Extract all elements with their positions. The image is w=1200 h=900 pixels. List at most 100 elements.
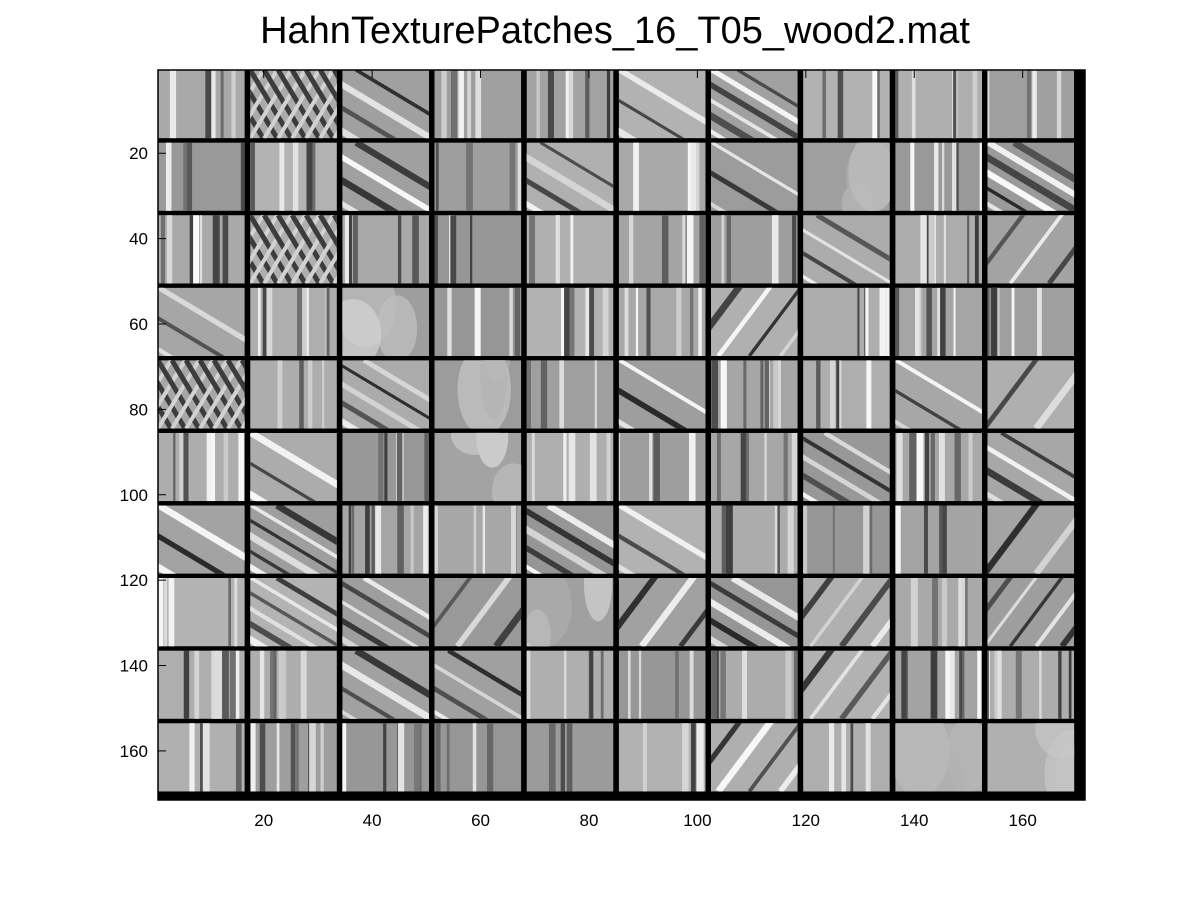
texture-patch [710,505,798,574]
x-tick-label: 80 [580,811,599,830]
texture-patch [710,650,798,719]
texture-patch [526,505,614,574]
texture-patch [895,142,983,211]
x-tick-label: 40 [363,811,382,830]
texture-patch [250,723,337,792]
texture-patch [618,215,706,284]
texture-patch [158,650,245,719]
texture-patch [250,70,337,139]
texture-patch [987,215,1075,284]
texture-patch [342,432,430,502]
texture-patch [803,360,890,429]
texture-patch [158,360,245,429]
texture-patch [895,578,982,647]
texture-patch [618,650,706,719]
texture-patch [158,70,245,139]
texture-patch [710,578,798,647]
texture-patch [158,505,245,574]
texture-patch [434,142,522,211]
texture-patch [526,215,614,284]
texture-patch [803,505,890,574]
texture-patch [434,650,522,719]
texture-patch [710,142,798,211]
texture-patch [618,723,706,792]
texture-patch [526,432,614,502]
texture-patch [710,215,798,284]
texture-patch [250,578,337,647]
texture-patch [987,505,1075,574]
y-tick-label: 160 [120,742,148,761]
texture-patch [158,723,245,792]
texture-patch [618,70,706,139]
texture-patch [342,360,430,429]
texture-patch [895,360,983,429]
texture-patch [618,142,706,211]
texture-patch [618,578,706,647]
texture-patch [895,505,982,574]
texture-patch [803,70,890,139]
texture-patch [987,287,1075,357]
texture-patch [158,215,245,284]
x-tick-label: 120 [792,811,820,830]
texture-patch [803,287,890,357]
texture-patch [803,650,890,719]
texture-patch [434,70,522,139]
texture-patch [618,505,706,574]
texture-patch [434,578,522,647]
texture-patch [342,505,430,574]
texture-patch [250,215,337,284]
texture-patch [434,432,522,502]
texture-patch [895,287,982,357]
y-tick-label: 100 [120,486,148,505]
texture-patch [987,578,1075,647]
texture-patch [618,287,706,357]
texture-patch [250,142,337,211]
texture-patch [434,360,522,429]
texture-patch [710,360,798,429]
texture-patch [250,650,337,719]
texture-patch [342,215,430,284]
texture-patch [618,360,706,429]
texture-patch [895,70,982,139]
y-tick-label: 40 [129,230,148,249]
y-tick-label: 120 [120,571,148,590]
y-tick-label: 20 [129,144,148,163]
axes-box [157,69,1086,801]
texture-patch [526,723,614,792]
texture-patch [987,723,1075,792]
texture-patch [250,287,337,357]
texture-patch [434,723,522,792]
x-tick-label: 160 [1008,811,1036,830]
texture-patch [526,650,614,719]
texture-patch [710,70,798,139]
texture-patch [803,432,890,502]
texture-patch [342,578,430,647]
texture-patch [710,432,798,502]
texture-patch [342,723,430,792]
texture-patch [526,287,614,357]
texture-patch [250,432,337,502]
texture-patch [803,215,890,284]
texture-patch [987,650,1075,719]
texture-patch [158,432,245,502]
texture-patch [526,578,614,647]
y-tick-label: 140 [120,657,148,676]
texture-patch [895,723,983,792]
texture-patch [987,432,1075,502]
texture-patch [803,723,890,792]
texture-patch [250,360,337,429]
texture-patch [342,70,430,139]
texture-patch [710,723,798,792]
texture-patch [895,650,982,719]
texture-patch [526,70,614,139]
texture-patch [158,142,245,211]
x-tick-label: 20 [254,811,273,830]
x-tick-label: 140 [900,811,928,830]
texture-patch [434,505,522,574]
y-tick-label: 60 [129,315,148,334]
texture-patch [250,505,337,574]
texture-patch [434,215,522,284]
texture-patch [987,360,1075,429]
texture-patch [895,432,982,502]
